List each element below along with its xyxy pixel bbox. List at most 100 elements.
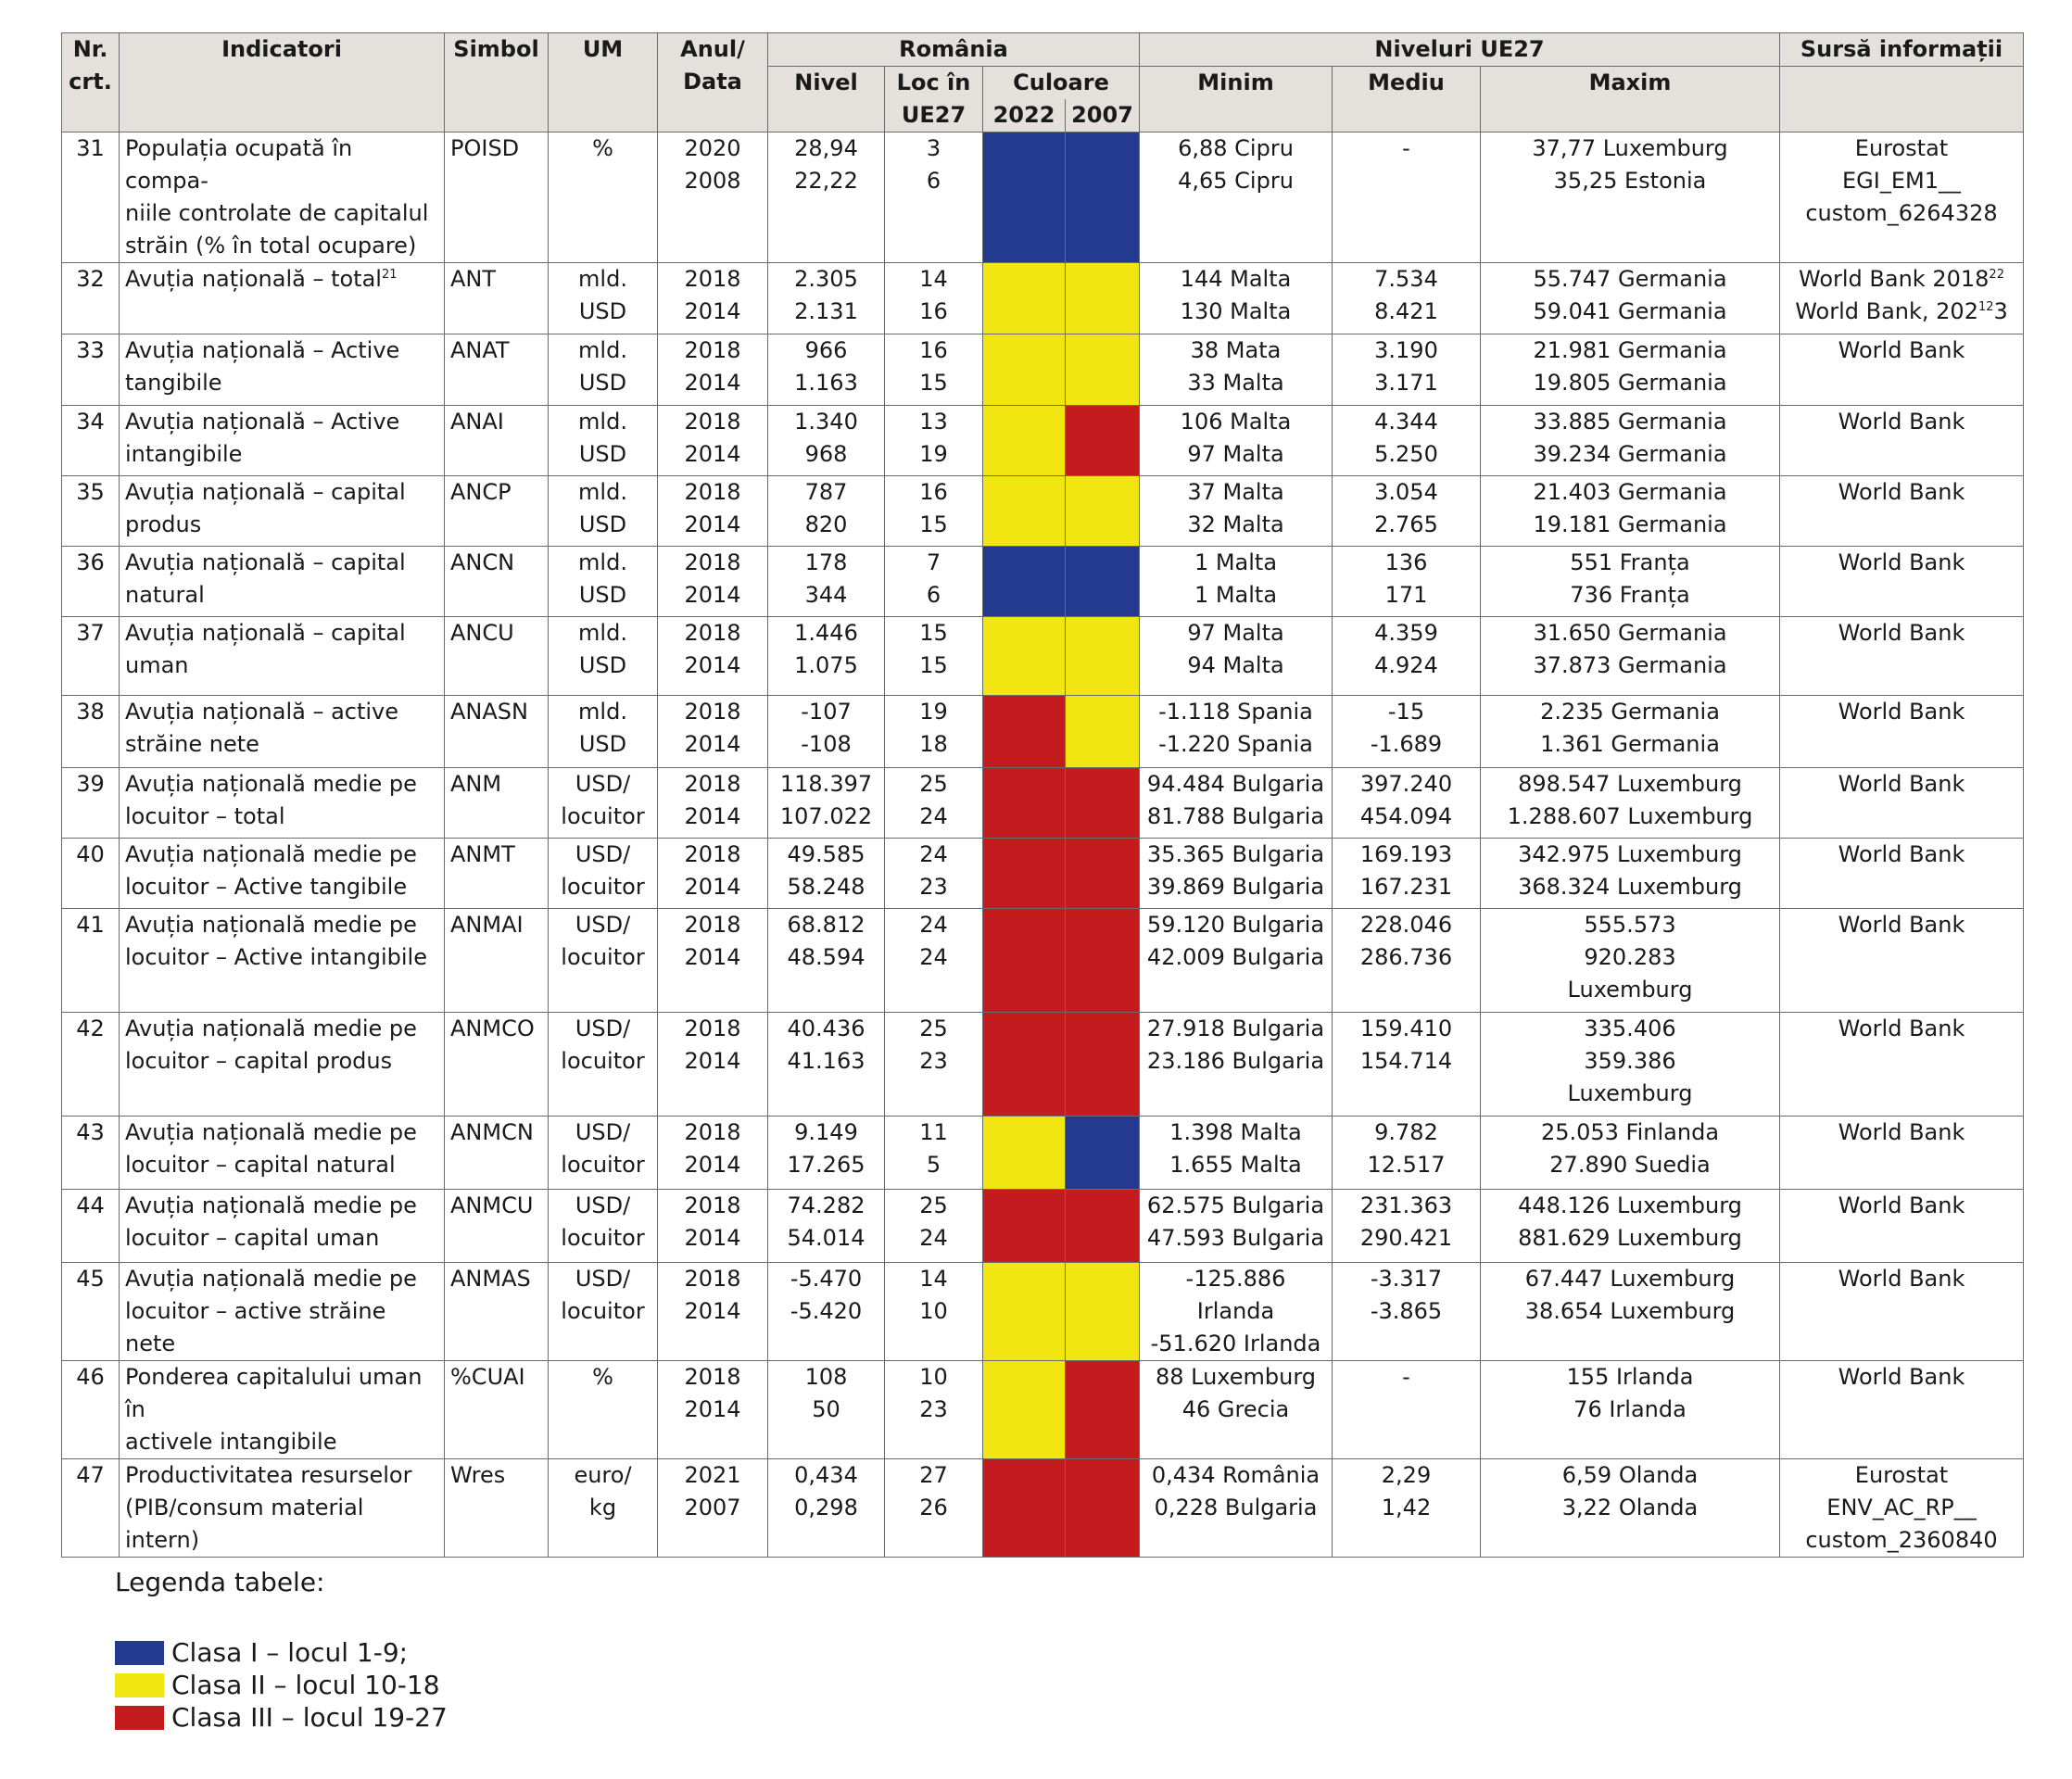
cell-symbol: ANCN [444, 546, 549, 617]
color-cell-2022 [982, 132, 1066, 263]
cell-source: World Bank [1779, 405, 2024, 476]
cell-min: 1.398 Malta 1.655 Malta [1139, 1116, 1333, 1190]
cell-source: World Bank [1779, 1012, 2024, 1117]
legend-item: Clasa I – locul 1-9; [115, 1636, 448, 1669]
color-cell-2007 [1065, 546, 1140, 617]
cell-max: 342.975 Luxemburg 368.324 Luxemburg [1480, 838, 1780, 909]
cell-um: % [548, 1360, 658, 1459]
cell-max: 2.235 Germania 1.361 Germania [1480, 695, 1780, 768]
cell-nr: 31 [61, 132, 120, 263]
cell-mean: 7.534 8.421 [1332, 262, 1481, 334]
cell-nr: 34 [61, 405, 120, 476]
color-cell-2007 [1065, 405, 1140, 476]
cell-indicator: Avuția națională – capital produs [119, 475, 445, 547]
cell-level: 178 344 [767, 546, 885, 617]
cell-max: 31.650 Germania 37.873 Germania [1480, 616, 1780, 696]
cell-min: 62.575 Bulgaria 47.593 Bulgaria [1139, 1189, 1333, 1263]
color-cell-2007 [1065, 1262, 1140, 1361]
cell-min: 94.484 Bulgaria 81.788 Bulgaria [1139, 767, 1333, 839]
header-niveluri: Niveluri UE27 [1139, 32, 1780, 67]
color-cell-2007 [1065, 838, 1140, 909]
cell-source: World Bank [1779, 616, 2024, 696]
cell-level: 49.585 58.248 [767, 838, 885, 909]
cell-year: 2018 2014 [657, 405, 768, 476]
cell-min: 6,88 Cipru 4,65 Cipru [1139, 132, 1333, 263]
cell-year: 2018 2014 [657, 1262, 768, 1361]
cell-max: 555.573 920.283 Luxemburg [1480, 908, 1780, 1013]
cell-min: -1.118 Spania -1.220 Spania [1139, 695, 1333, 768]
cell-mean: 4.344 5.250 [1332, 405, 1481, 476]
cell-um: mld. USD [548, 616, 658, 696]
table-body: 31 Populația ocupată în compa- niile cont… [61, 132, 2024, 1558]
source-text: 3 [1993, 298, 2008, 324]
cell-um: USD/ locuitor [548, 767, 658, 839]
cell-rank: 25 24 [884, 1189, 983, 1263]
cell-um: USD/ locuitor [548, 1012, 658, 1117]
cell-symbol: ANCP [444, 475, 549, 547]
cell-rank: 25 24 [884, 767, 983, 839]
color-cell-2007 [1065, 132, 1140, 263]
cell-source: World Bank [1779, 695, 2024, 768]
cell-level: 74.282 54.014 [767, 1189, 885, 1263]
color-cell-2007 [1065, 1116, 1140, 1190]
cell-mean: 228.046 286.736 [1332, 908, 1481, 1013]
cell-mean: - [1332, 132, 1481, 263]
legend-item: Clasa III – locul 19-27 [115, 1701, 448, 1734]
indicator-table-container: Nr. crt. Indicatori Simbol UM Anul/ Data… [61, 32, 2024, 1558]
cell-mean: 169.193 167.231 [1332, 838, 1481, 909]
cell-max: 37,77 Luxemburg 35,25 Estonia [1480, 132, 1780, 263]
cell-year: 2018 2014 [657, 475, 768, 547]
cell-indicator: Avuția națională medie pe locuitor – cap… [119, 1116, 445, 1190]
cell-symbol: ANMT [444, 838, 549, 909]
cell-rank: 3 6 [884, 132, 983, 263]
header-minim: Minim [1139, 66, 1333, 132]
cell-symbol: ANAT [444, 334, 549, 406]
color-cell-2022 [982, 695, 1066, 768]
cell-um: euro/ kg [548, 1458, 658, 1558]
cell-indicator: Avuția națională – Active intangibile [119, 405, 445, 476]
color-cell-2022 [982, 405, 1066, 476]
color-cell-2022 [982, 262, 1066, 334]
cell-min: 97 Malta 94 Malta [1139, 616, 1333, 696]
cell-symbol: %CUAI [444, 1360, 549, 1459]
table-row: 42 Avuția națională medie pe locuitor – c… [61, 1012, 2024, 1117]
indicator-text: Avuția națională – total [125, 266, 382, 292]
table-row: 40 Avuția națională medie pe locuitor – A… [61, 838, 2024, 909]
cell-source: Eurostat ENV_AC_RP__ custom_2360840 [1779, 1458, 2024, 1558]
cell-level: -5.470 -5.420 [767, 1262, 885, 1361]
cell-um: mld. USD [548, 475, 658, 547]
cell-mean: 2,29 1,42 [1332, 1458, 1481, 1558]
color-cell-2022 [982, 1189, 1066, 1263]
table-header: Nr. crt. Indicatori Simbol UM Anul/ Data… [61, 32, 2024, 132]
header-nr: Nr. crt. [61, 32, 120, 132]
color-cell-2022 [982, 838, 1066, 909]
cell-symbol: ANM [444, 767, 549, 839]
cell-level: 108 50 [767, 1360, 885, 1459]
color-cell-2007 [1065, 908, 1140, 1013]
cell-symbol: Wres [444, 1458, 549, 1558]
cell-nr: 45 [61, 1262, 120, 1361]
legend-label: Clasa III – locul 19-27 [171, 1701, 448, 1733]
header-indicatori: Indicatori [119, 32, 445, 132]
cell-max: 33.885 Germania 39.234 Germania [1480, 405, 1780, 476]
table-row: 38 Avuția națională – active străine nete… [61, 695, 2024, 768]
cell-um: mld. USD [548, 405, 658, 476]
cell-level: 2.305 2.131 [767, 262, 885, 334]
cell-level: 787 820 [767, 475, 885, 547]
cell-year: 2018 2014 [657, 1189, 768, 1263]
cell-level: 966 1.163 [767, 334, 885, 406]
cell-min: 106 Malta 97 Malta [1139, 405, 1333, 476]
cell-rank: 16 15 [884, 334, 983, 406]
cell-max: 448.126 Luxemburg 881.629 Luxemburg [1480, 1189, 1780, 1263]
cell-rank: 14 10 [884, 1262, 983, 1361]
cell-source: World Bank [1779, 334, 2024, 406]
cell-um: mld. USD [548, 695, 658, 768]
cell-source: World Bank [1779, 1262, 2024, 1361]
table-row: 37 Avuția națională – capital uman ANCU mld… [61, 616, 2024, 696]
cell-min: 0,434 România 0,228 Bulgaria [1139, 1458, 1333, 1558]
cell-rank: 7 6 [884, 546, 983, 617]
cell-nr: 38 [61, 695, 120, 768]
cell-rank: 27 26 [884, 1458, 983, 1558]
color-cell-2022 [982, 767, 1066, 839]
cell-symbol: ANMCU [444, 1189, 549, 1263]
